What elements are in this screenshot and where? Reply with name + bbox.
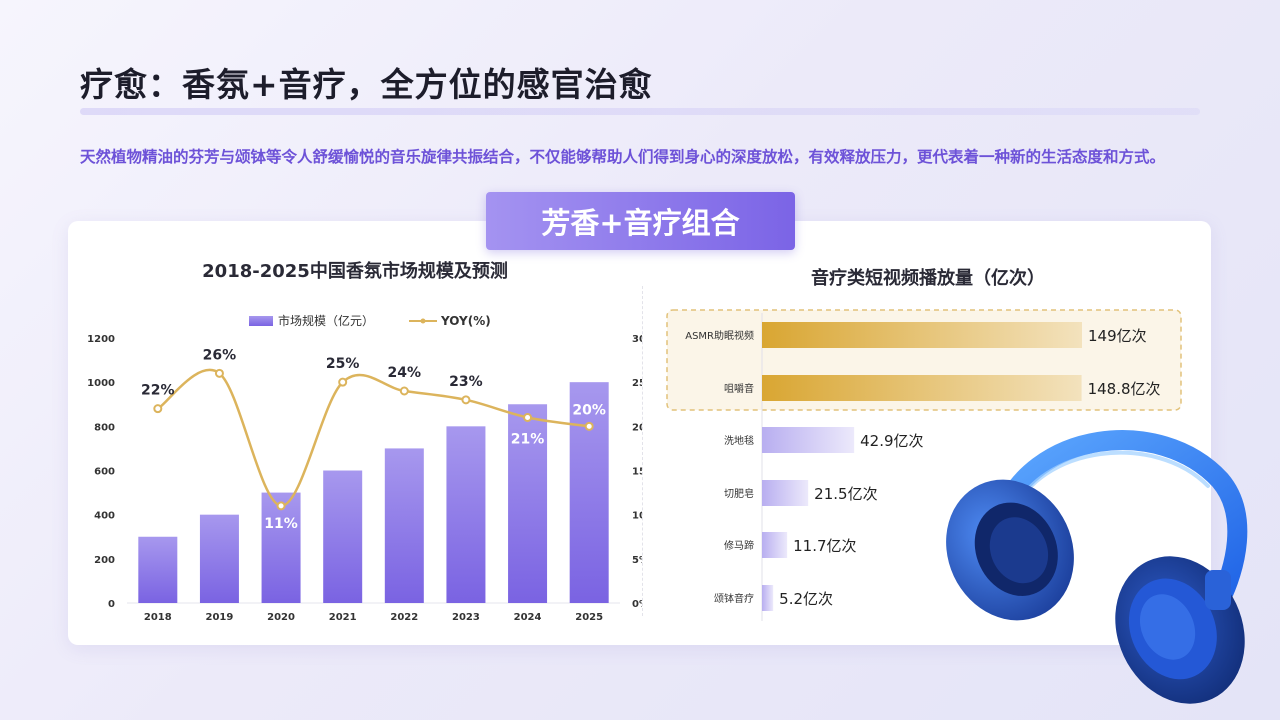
yoy-point [399, 386, 409, 396]
y-right-tick: 30% [632, 334, 642, 345]
y-right-tick: 20% [632, 422, 642, 433]
value-label: 11.7亿次 [793, 537, 856, 555]
y-left-tick: 800 [94, 422, 115, 433]
bar [762, 532, 788, 558]
category-label: 颂钵音疗 [714, 592, 754, 605]
bar [261, 492, 301, 603]
y-right-tick: 10% [632, 511, 642, 522]
value-label: 42.9亿次 [860, 432, 923, 450]
page-title: 疗愈：香氛+音疗，全方位的感官治愈 [80, 65, 653, 104]
legend-line-marker [420, 318, 426, 324]
x-tick: 2023 [452, 612, 480, 623]
category-label: 咀嚼音 [724, 382, 754, 395]
y-left-tick: 600 [94, 467, 115, 478]
chart-title: 2018-2025中国香氛市场规模及预测 [202, 260, 508, 282]
bar [384, 448, 424, 603]
y-left-tick: 1200 [87, 334, 115, 345]
yoy-point [338, 377, 348, 387]
yoy-label: 11% [264, 516, 298, 532]
yoy-label: 26% [203, 347, 237, 363]
y-left-tick: 0 [108, 599, 115, 610]
bar [446, 426, 486, 603]
bar [569, 382, 609, 603]
category-label: 修马蹄 [724, 539, 754, 552]
bar [323, 470, 363, 603]
yoy-point [523, 413, 533, 422]
legend-bar-swatch [249, 316, 273, 326]
value-label: 5.2亿次 [779, 590, 833, 608]
x-tick: 2025 [575, 612, 603, 623]
yoy-point [461, 395, 471, 405]
bar [762, 585, 774, 611]
y-left-tick: 200 [94, 555, 115, 566]
x-tick: 2020 [267, 612, 295, 623]
yoy-point [584, 421, 594, 431]
y-left-tick: 1000 [87, 378, 115, 389]
bar [199, 514, 239, 603]
x-tick: 2019 [206, 612, 234, 623]
y-right-tick: 15% [632, 467, 642, 478]
legend-bar-label: 市场规模（亿元） [278, 313, 374, 328]
yoy-label: 23% [449, 374, 483, 390]
headphones-icon [946, 430, 1248, 704]
x-tick: 2022 [390, 612, 418, 623]
category-label: 洗地毯 [724, 434, 754, 447]
value-label: 21.5亿次 [814, 485, 877, 503]
bar [762, 375, 1082, 401]
yoy-label: 20% [572, 402, 606, 418]
bar [508, 404, 548, 603]
category-label: ASMR助眠视频 [685, 329, 754, 342]
x-tick: 2024 [514, 612, 542, 623]
legend-line-label: YOY(%) [440, 314, 491, 328]
y-left-tick: 400 [94, 511, 115, 522]
panel-divider [642, 286, 643, 616]
bar [762, 427, 855, 453]
value-label: 149亿次 [1088, 327, 1147, 345]
y-right-tick: 0% [632, 599, 642, 610]
yoy-point [214, 368, 224, 378]
intro-text: 天然植物精油的芬芳与颂钵等令人舒缓愉悦的音乐旋律共振结合，不仅能够帮助人们得到身… [80, 148, 1166, 166]
x-tick: 2018 [144, 612, 172, 623]
combo-badge: 芳香+音疗组合 [486, 192, 795, 250]
category-label: 切肥皂 [724, 487, 754, 500]
y-right-tick: 5% [632, 555, 642, 566]
bar [762, 480, 809, 506]
value-label: 148.8亿次 [1088, 380, 1161, 398]
yoy-label: 25% [326, 356, 360, 372]
chart-title: 音疗类短视频播放量（亿次） [811, 267, 1045, 289]
bar [762, 322, 1082, 348]
y-right-tick: 25% [632, 378, 642, 389]
title-underline [80, 108, 1200, 115]
yoy-point [153, 404, 163, 414]
yoy-label: 21% [511, 432, 545, 448]
yoy-label: 22% [141, 383, 175, 399]
bar [138, 536, 178, 603]
yoy-point [276, 501, 286, 511]
yoy-label: 24% [388, 365, 422, 381]
x-tick: 2021 [329, 612, 357, 623]
